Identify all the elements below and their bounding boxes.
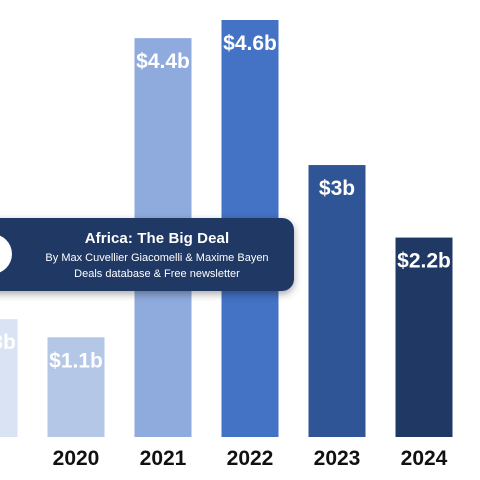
banner-authors: By Max Cuvellier Giacomelli & Maxime Bay…: [45, 252, 269, 264]
bar-2024: [395, 237, 453, 437]
category-label-2022: 2022: [227, 447, 274, 470]
bar-2020: [47, 337, 105, 437]
category-labels-group: 19 2020 2021 2022 2023 2024: [0, 447, 448, 470]
value-label-2024: $2.2b: [397, 250, 451, 273]
value-label-2021: $4.4b: [136, 50, 190, 73]
category-label-2023: 2023: [314, 447, 361, 470]
value-label-2020: $1.1b: [49, 349, 103, 372]
brand-logo-icon: [0, 234, 12, 274]
category-label-2020: 2020: [53, 447, 100, 470]
category-label-2024: 2024: [401, 447, 448, 470]
brand-banner: Africa: The Big Deal By Max Cuvellier Gi…: [0, 218, 294, 291]
bar-2023: [308, 165, 366, 438]
bar-2019: [0, 319, 18, 437]
value-label-2022: $4.6b: [223, 32, 277, 55]
banner-tagline: Deals database & Free newsletter: [74, 268, 240, 280]
bars-group: $1.3b $1.1b $4.4b $4.6b $3b $2.2b: [0, 20, 453, 438]
value-label-2023: $3b: [319, 177, 355, 200]
category-label-2019: 19: [0, 447, 1, 470]
category-label-2021: 2021: [140, 447, 187, 470]
banner-title: Africa: The Big Deal: [84, 230, 230, 247]
value-label-2019: $1.3b: [0, 331, 16, 354]
